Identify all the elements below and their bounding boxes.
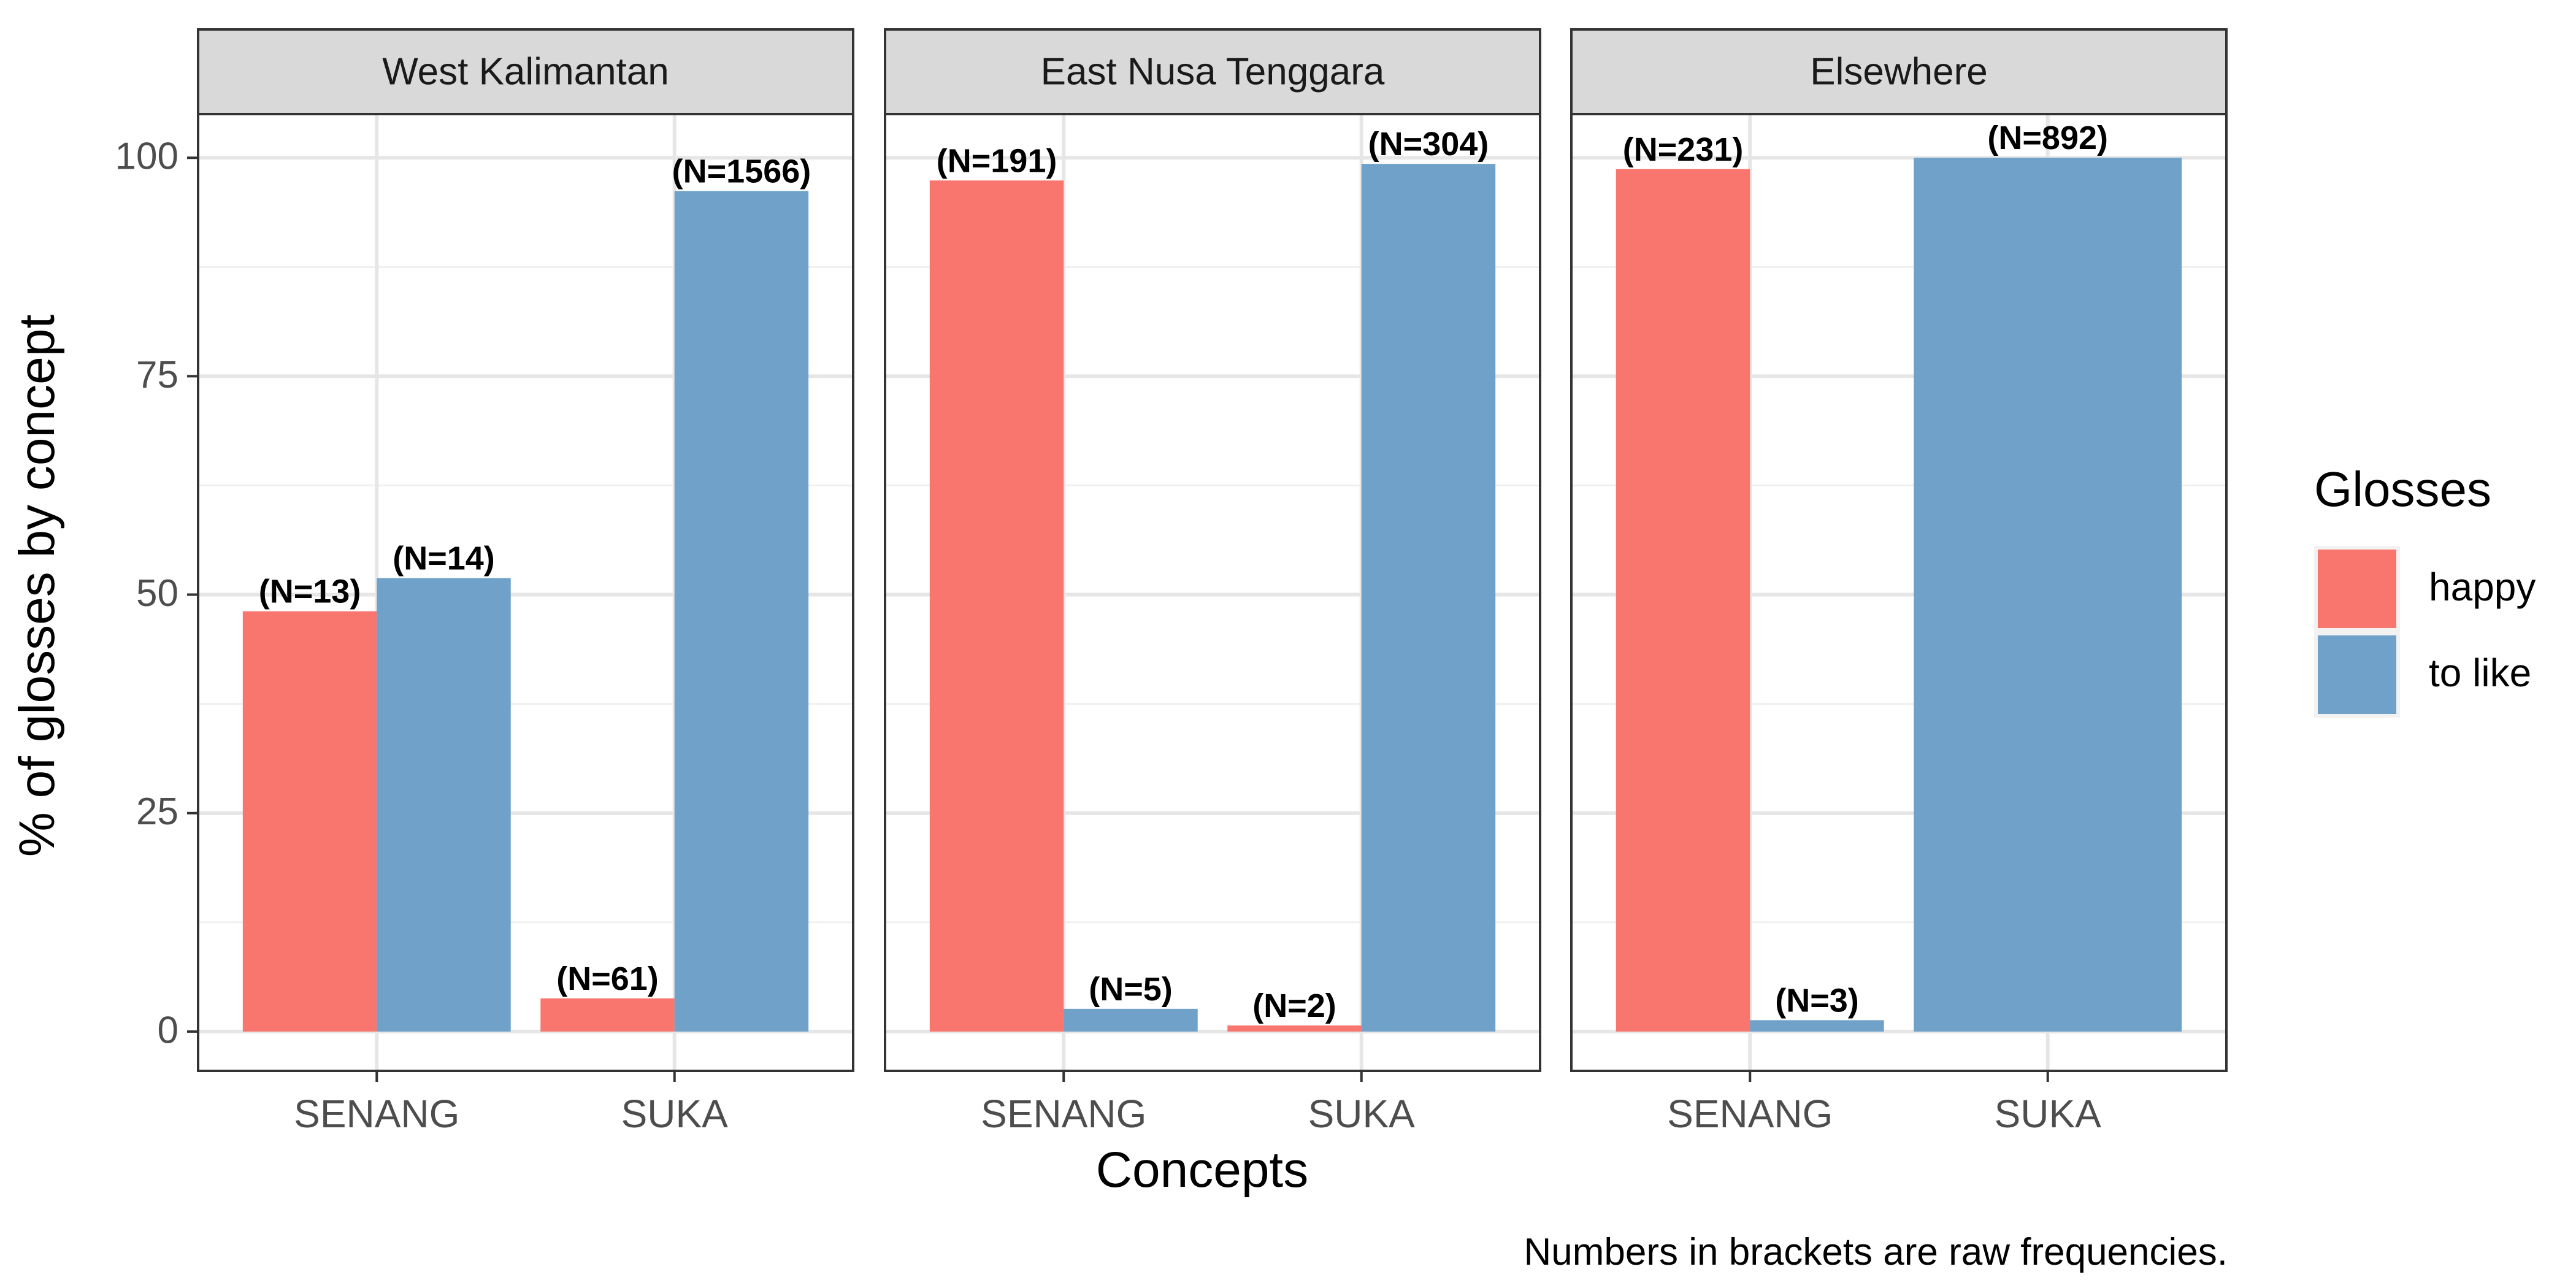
facet-strip-label: East Nusa Tenggara — [1041, 50, 1385, 93]
facet-strip — [1570, 28, 2228, 115]
y-tick-label: 75 — [136, 354, 178, 396]
bar — [1750, 1020, 1884, 1032]
y-axis: 0 25 50 75 100 — [115, 136, 198, 1051]
bar — [1064, 1008, 1198, 1032]
x-tick-label: SENANG — [981, 1092, 1146, 1136]
facet-strip-label: West Kalimantan — [382, 50, 669, 93]
panels-layer: (N=13) (N=14) (N=61) (N=1566) West Kalimanta… — [197, 28, 2228, 1136]
x-tick-label: SENANG — [294, 1092, 459, 1136]
facet-panel: (N=13) (N=14) (N=61) (N=1566) West Kalimanta… — [197, 28, 854, 1136]
y-axis-title: % of glosses by concept — [9, 315, 65, 857]
bar-label: (N=1566) — [672, 153, 811, 190]
bar — [1227, 1025, 1362, 1032]
legend-label: to like — [2429, 651, 2531, 695]
x-tick-label: SUKA — [621, 1092, 729, 1136]
bar — [1914, 158, 2182, 1032]
bar-label: (N=3) — [1775, 982, 1859, 1019]
facet-panel: (N=231) (N=3) (N=892)Elsewhere SENANG SUKA — [1570, 28, 2228, 1136]
x-tick-label: SUKA — [1308, 1092, 1416, 1136]
bar-label: (N=231) — [1623, 131, 1744, 168]
x-tick-label: SUKA — [1995, 1092, 2102, 1136]
bar — [674, 191, 809, 1032]
bar — [1361, 164, 1496, 1032]
bar — [377, 578, 511, 1032]
y-tick-label: 100 — [115, 136, 178, 178]
caption: Numbers in brackets are raw frequencies. — [1524, 1231, 2228, 1273]
bar-label: (N=13) — [259, 573, 361, 610]
legend-swatch — [2318, 550, 2396, 628]
x-tick-label: SENANG — [1667, 1092, 1833, 1136]
facet-strip-label: Elsewhere — [1810, 50, 1987, 93]
legend-label: happy — [2429, 565, 2536, 609]
bar — [242, 611, 377, 1032]
bar-label: (N=2) — [1252, 987, 1336, 1024]
legend-swatch — [2318, 635, 2396, 714]
bar — [929, 180, 1064, 1032]
bar-label: (N=892) — [1987, 120, 2108, 156]
bar-label: (N=14) — [393, 540, 495, 577]
y-tick-label: 25 — [136, 791, 178, 833]
bar-label: (N=191) — [937, 142, 1057, 179]
bar-label: (N=5) — [1089, 971, 1173, 1008]
facet-strip — [884, 28, 1541, 115]
bar — [1616, 169, 1750, 1032]
y-tick-label: 0 — [158, 1009, 178, 1051]
y-tick-label: 50 — [136, 572, 178, 615]
x-axis-title: Concepts — [1096, 1142, 1308, 1198]
legend-title: Glosses — [2314, 462, 2491, 516]
bar-label: (N=304) — [1368, 126, 1489, 163]
bar-label: (N=61) — [556, 960, 659, 997]
facet-strip — [197, 28, 854, 115]
facet-panel: (N=191) (N=5) (N=2) (N=304) East Nusa Tengga… — [884, 28, 1541, 1136]
bar — [540, 998, 675, 1032]
legend: Glosses happy to like — [2314, 462, 2536, 718]
